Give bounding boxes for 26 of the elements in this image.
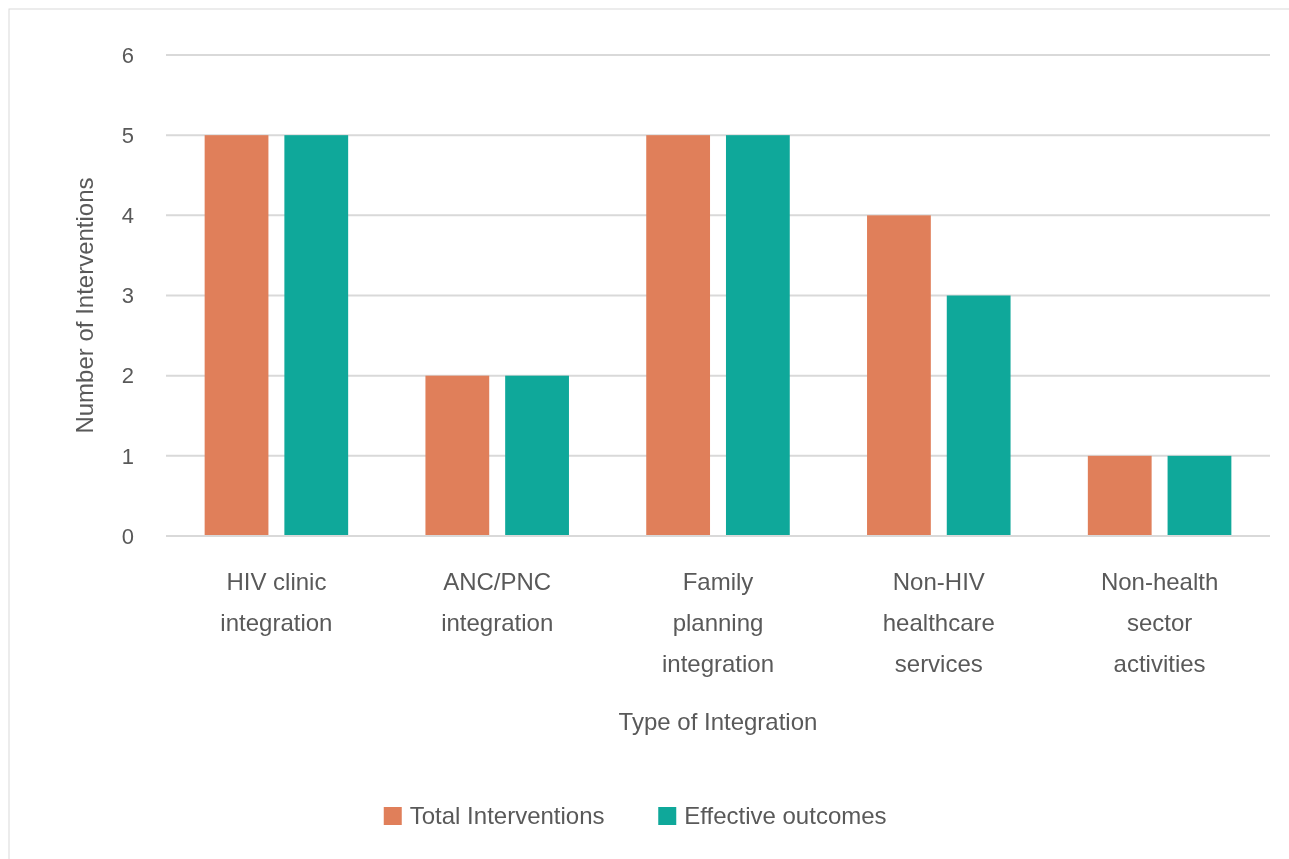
x-tick-label: ANC/PNC integration [441,568,554,636]
x-tick-label: Family planning integration [661,568,775,677]
legend-label: Total Interventions [409,802,605,830]
bar [867,215,931,536]
y-tick-label: 1 [121,443,134,469]
bar [1087,455,1152,536]
bar [646,135,711,536]
bar [425,375,490,536]
bar [1167,455,1232,536]
bar [204,135,269,536]
legend-label: Effective outcomes [684,802,887,830]
bar [725,135,790,536]
y-tick-label: 5 [121,122,134,148]
bar [505,375,569,536]
y-tick-label: 3 [121,283,134,309]
y-axis-title: Number of Interventions [71,177,98,434]
y-tick-label: 0 [121,523,134,549]
x-tick-label: HIV clinic integration [220,568,333,636]
x-tick-label: Non-health sector activities [1100,568,1219,677]
bar [284,135,349,536]
y-tick-label: 6 [121,42,134,68]
bar [946,295,1011,536]
x-tick-label: Non-HIV healthcare services [882,568,995,677]
x-axis-title: Type of Integration [618,708,818,735]
y-tick-label: 2 [121,363,134,389]
y-tick-label: 4 [121,203,134,229]
